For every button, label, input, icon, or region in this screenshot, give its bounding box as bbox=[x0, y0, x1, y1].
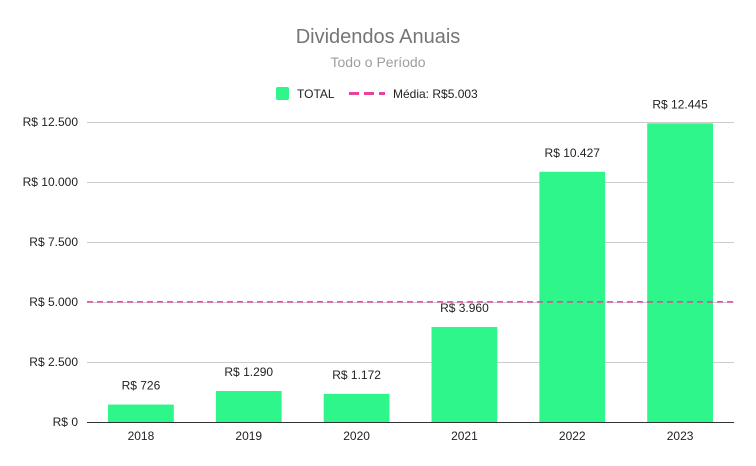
bar bbox=[647, 123, 713, 422]
bar bbox=[108, 404, 174, 422]
data-label: R$ 726 bbox=[122, 379, 161, 393]
y-tick-label: R$ 12.500 bbox=[23, 115, 79, 129]
legend-label-average: Média: R$5.003 bbox=[393, 87, 478, 101]
y-tick-label: R$ 2.500 bbox=[29, 355, 78, 369]
data-labels: R$ 726 R$ 1.290 R$ 1.172 R$ 3.960 R$ 10.427 R… bbox=[122, 97, 709, 392]
bar bbox=[215, 391, 282, 422]
chart-title: Dividendos Anuais bbox=[296, 26, 461, 48]
y-tick-label: R$ 10.000 bbox=[23, 175, 79, 189]
data-label: R$ 3.960 bbox=[440, 301, 489, 315]
legend-swatch-total bbox=[276, 87, 289, 100]
bar bbox=[539, 171, 606, 422]
x-tick-label: 2021 bbox=[451, 429, 478, 443]
x-tick-label: 2019 bbox=[235, 429, 262, 443]
data-label: R$ 1.172 bbox=[332, 368, 381, 382]
y-tick-label: R$ 0 bbox=[53, 415, 79, 429]
x-axis-tick-labels: 2018 2019 2020 2021 2022 2023 bbox=[128, 429, 694, 443]
data-label: R$ 12.445 bbox=[652, 97, 708, 111]
bars bbox=[108, 123, 713, 422]
gridlines bbox=[87, 122, 734, 363]
x-tick-label: 2018 bbox=[128, 429, 155, 443]
x-tick-label: 2023 bbox=[667, 429, 694, 443]
bar bbox=[323, 393, 390, 422]
x-tick-label: 2020 bbox=[343, 429, 370, 443]
chart-subtitle: Todo o Período bbox=[331, 54, 426, 70]
y-tick-label: R$ 5.000 bbox=[29, 295, 78, 309]
x-tick-label: 2022 bbox=[559, 429, 586, 443]
data-label: R$ 1.290 bbox=[224, 365, 273, 379]
legend-label-total: TOTAL bbox=[297, 87, 335, 101]
data-label: R$ 10.427 bbox=[545, 146, 601, 160]
y-axis-tick-labels: R$ 0 R$ 2.500 R$ 5.000 R$ 7.500 R$ 10.000 R$ … bbox=[23, 115, 79, 429]
y-tick-label: R$ 7.500 bbox=[29, 235, 78, 249]
legend: TOTAL Média: R$5.003 bbox=[276, 87, 478, 101]
bar bbox=[431, 326, 498, 422]
